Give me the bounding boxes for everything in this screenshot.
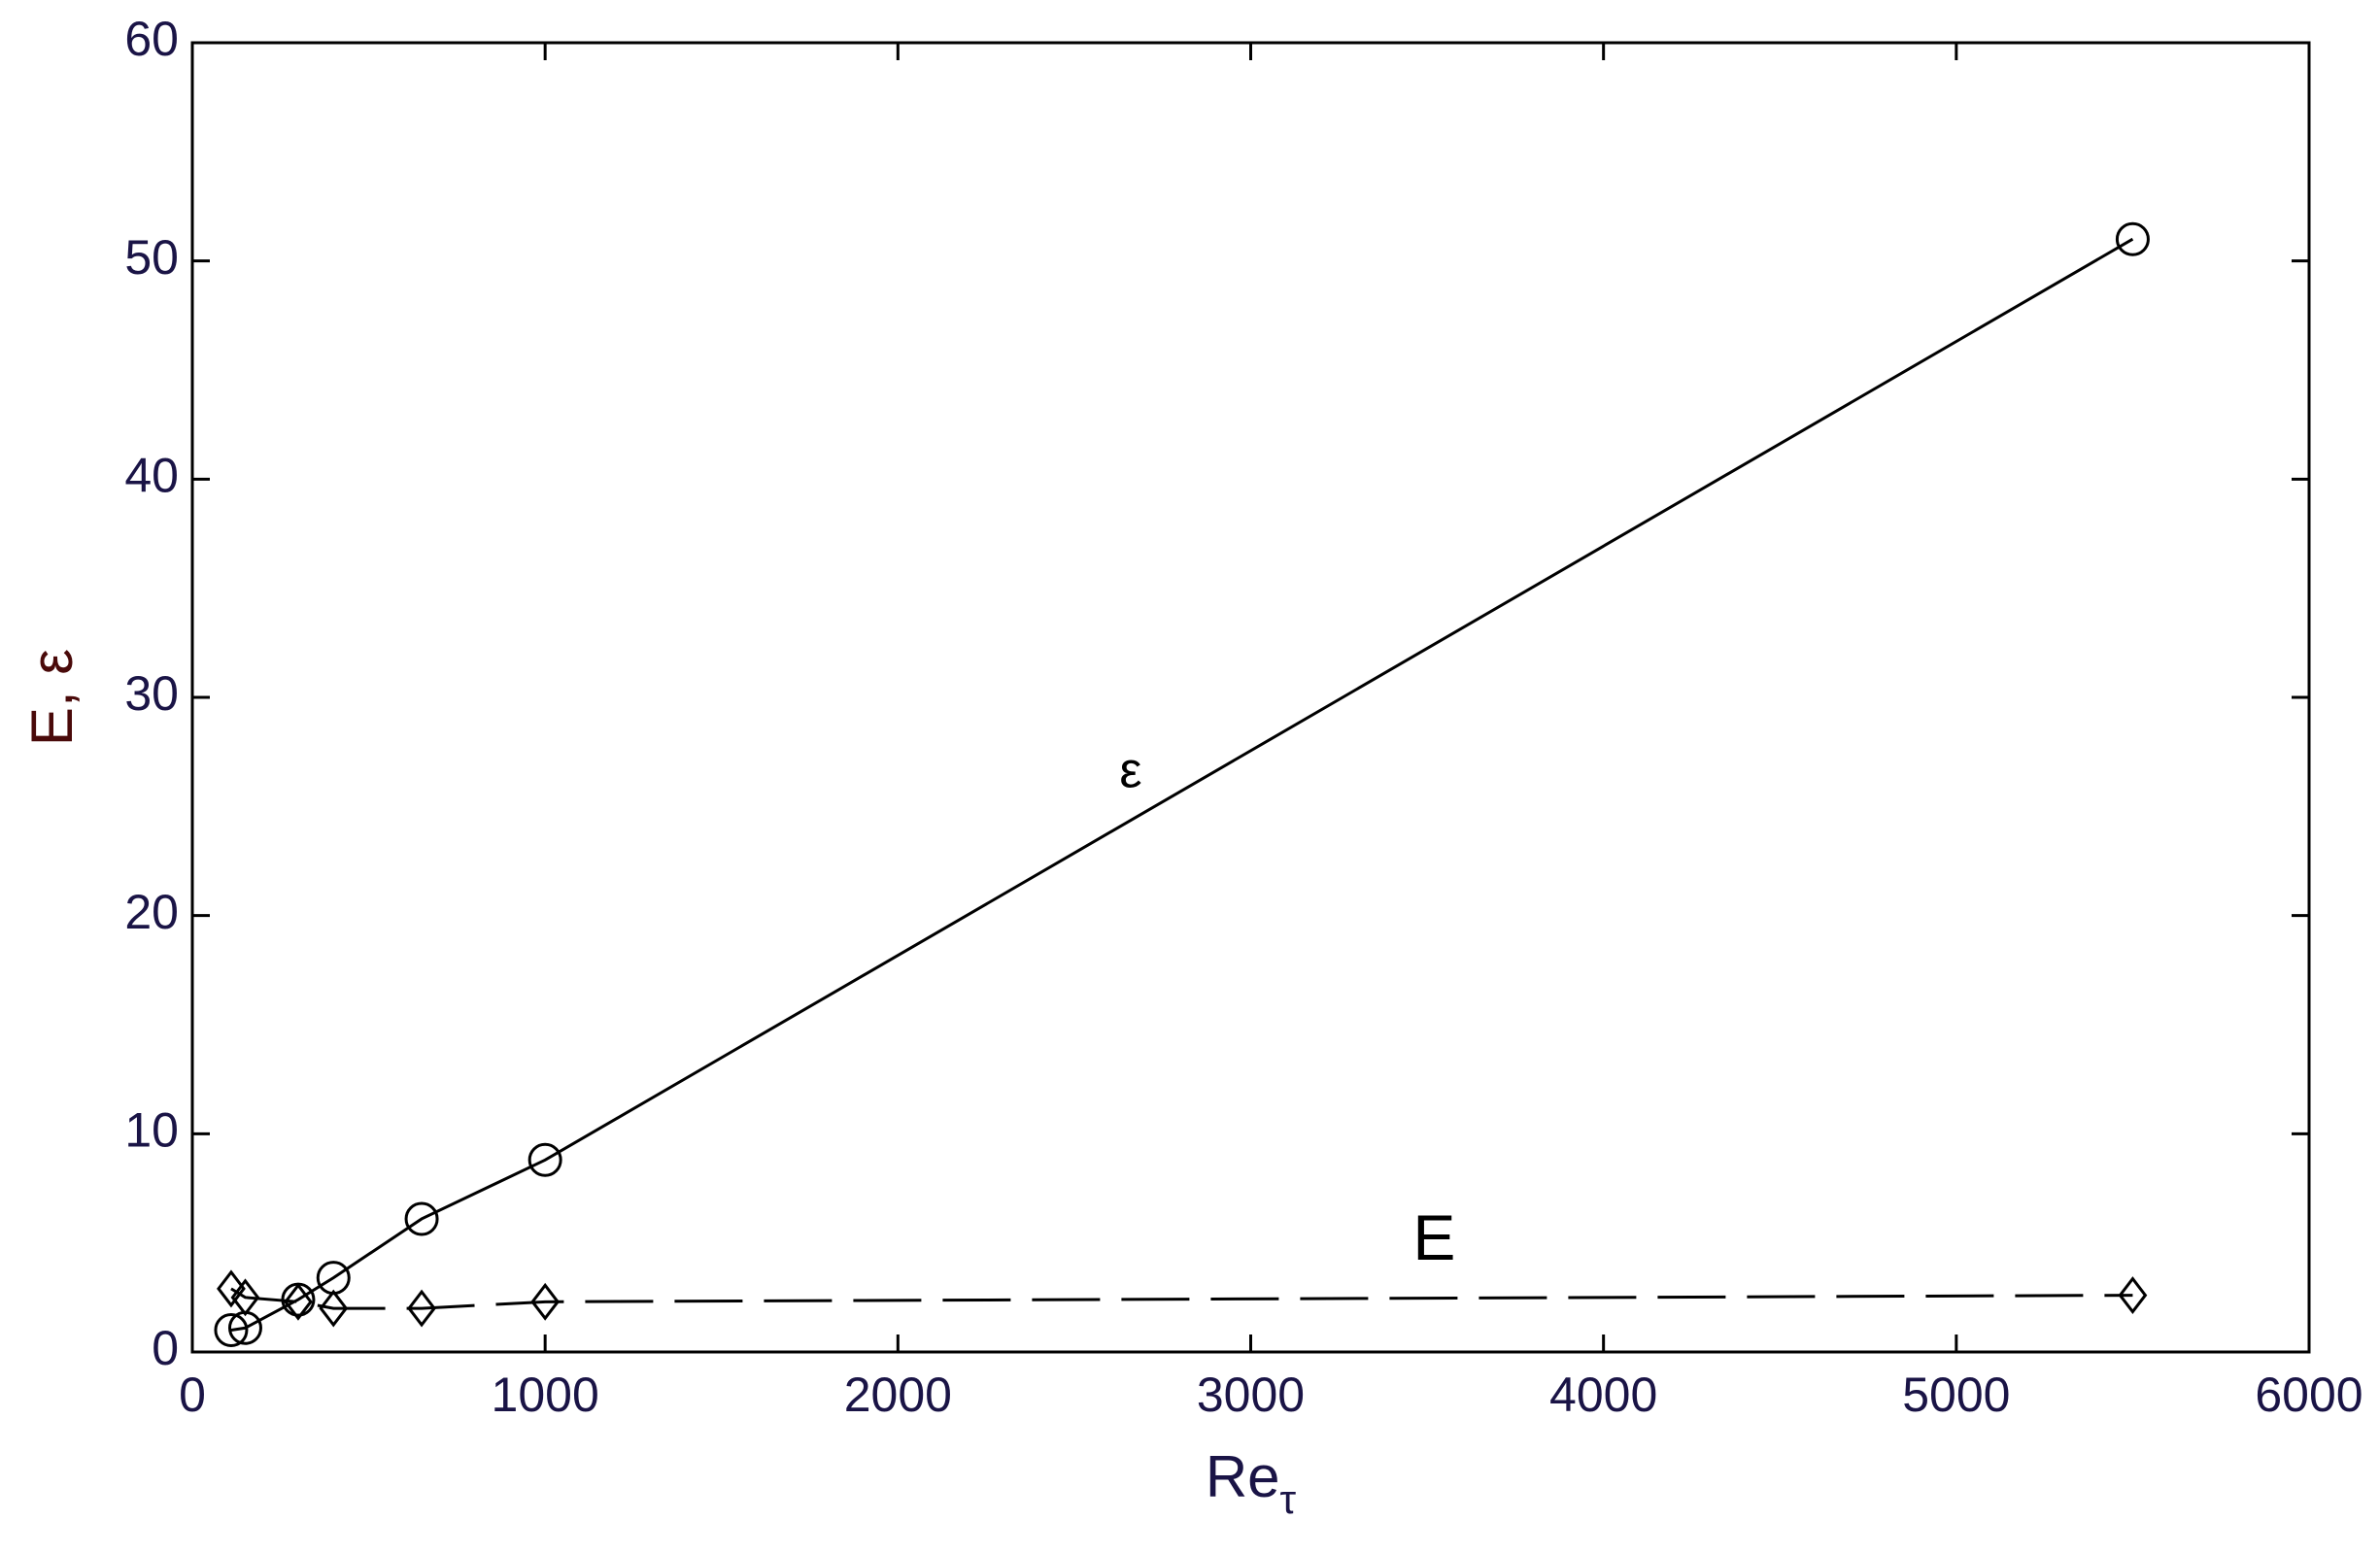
y-tick-label: 30: [124, 666, 179, 721]
x-axis-label: Reτ: [1206, 1444, 1297, 1522]
marker-diamond: [217, 1269, 246, 1308]
marker-diamond: [230, 1278, 260, 1317]
y-tick-label: 10: [124, 1103, 179, 1158]
x-tick-label: 2000: [844, 1368, 952, 1422]
marker-diamond: [407, 1289, 436, 1328]
y-tick-label: 20: [124, 885, 179, 939]
plot-frame: [190, 41, 2311, 1354]
marker-circle: [2115, 221, 2150, 256]
marker-diamond: [530, 1282, 561, 1321]
x-axis-label-main: Re: [1206, 1444, 1280, 1509]
marker-diamond: [2118, 1276, 2148, 1315]
x-axis-label-sub: τ: [1280, 1476, 1297, 1522]
x-tick-label: 4000: [1549, 1368, 1657, 1422]
marker-circle: [527, 1142, 562, 1177]
x-tick-label: 0: [179, 1368, 206, 1422]
series-line: [230, 1287, 2133, 1310]
marker-diamond: [319, 1289, 349, 1328]
marker-diamond: [284, 1282, 313, 1321]
x-tick-label: 5000: [1902, 1368, 2010, 1422]
x-tick-label: 3000: [1197, 1368, 1305, 1422]
x-tick-label: 6000: [2255, 1368, 2363, 1422]
marker-circle: [214, 1313, 249, 1348]
y-tick-label: 50: [124, 230, 179, 285]
annotation: E: [1412, 1201, 1455, 1273]
y-tick-label: 60: [124, 12, 179, 66]
marker-circle: [404, 1201, 439, 1236]
y-axis-label: E, ε: [19, 649, 85, 746]
y-tick-label: 0: [152, 1321, 179, 1375]
annotation: ε: [1119, 742, 1141, 798]
y-tick-label: 40: [124, 449, 179, 503]
x-tick-label: 1000: [492, 1368, 599, 1422]
series-line: [230, 237, 2134, 1333]
